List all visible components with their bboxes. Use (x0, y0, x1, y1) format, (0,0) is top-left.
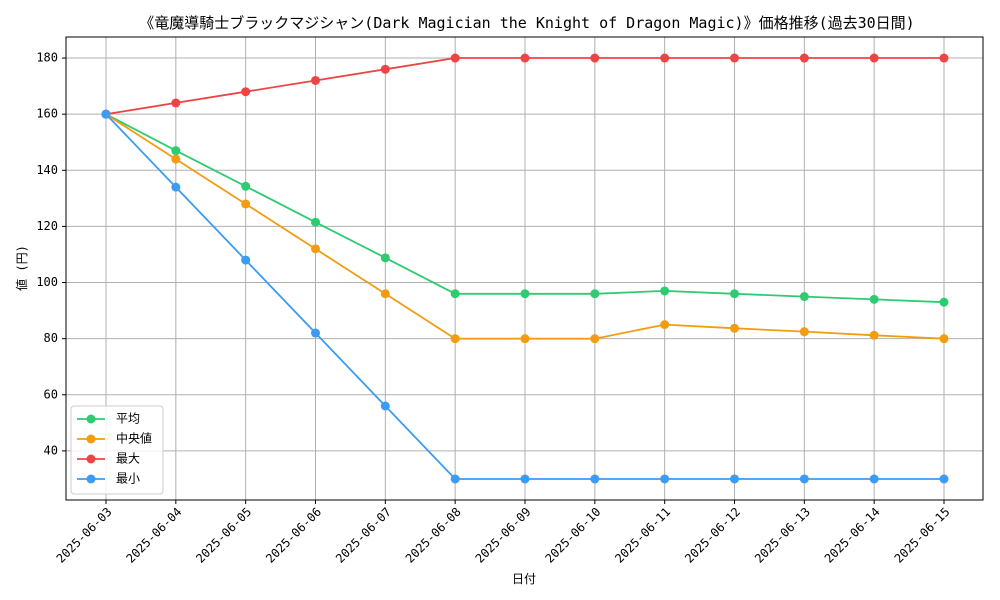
data-point (450, 289, 460, 299)
data-point (101, 109, 111, 119)
legend-swatch-marker (86, 434, 96, 444)
x-tick-label: 2025-06-12 (682, 505, 743, 566)
legend-label: 中央値 (116, 431, 152, 446)
x-tick-label: 2025-06-15 (892, 505, 953, 566)
data-point (799, 292, 809, 302)
legend-label: 平均 (116, 412, 140, 426)
y-tick-label: 160 (36, 107, 58, 121)
data-point (520, 289, 530, 299)
data-point (799, 327, 809, 337)
data-point (311, 244, 320, 254)
data-point (730, 53, 739, 63)
y-tick-label: 40 (44, 443, 58, 457)
data-point (590, 334, 600, 344)
data-point (730, 323, 739, 333)
legend-swatch-marker (86, 414, 96, 424)
x-tick-label: 2025-06-09 (473, 505, 534, 566)
series-lines (101, 53, 949, 484)
y-tick-label: 180 (36, 51, 58, 65)
y-tick-label: 120 (36, 219, 58, 233)
data-point (520, 53, 530, 63)
data-point (660, 286, 670, 296)
data-point (869, 53, 879, 63)
x-tick-label: 2025-06-08 (403, 505, 464, 566)
x-axis-label: 日付 (512, 572, 536, 586)
data-point (520, 334, 530, 344)
data-point (380, 289, 390, 299)
data-point (799, 474, 809, 484)
data-point (590, 289, 600, 299)
legend-item: 平均 (77, 412, 140, 426)
series-中央値 (101, 109, 949, 344)
series-最大 (101, 53, 949, 119)
x-tick-label: 2025-06-10 (542, 505, 603, 566)
data-point (939, 53, 949, 63)
data-point (590, 53, 600, 63)
data-point (241, 199, 251, 209)
y-axis-label: 値 (円) (14, 245, 29, 291)
legend-label: 最小 (116, 472, 140, 486)
legend-label: 最大 (116, 452, 140, 466)
x-tick-label: 2025-06-03 (54, 505, 115, 566)
legend-swatch-marker (86, 454, 96, 464)
legend-item: 中央値 (77, 431, 152, 446)
data-point (660, 320, 670, 330)
x-tick-label: 2025-06-06 (263, 505, 324, 566)
data-point (380, 253, 390, 263)
grid (66, 37, 983, 500)
data-point (939, 474, 949, 484)
data-point (520, 474, 530, 484)
legend-item: 最大 (77, 452, 140, 466)
data-point (869, 330, 879, 340)
x-tick-label: 2025-06-13 (752, 505, 813, 566)
data-point (869, 474, 879, 484)
x-tick-label: 2025-06-05 (193, 505, 254, 566)
data-point (171, 182, 181, 192)
data-point (241, 87, 251, 97)
x-tick-label: 2025-06-11 (612, 505, 673, 566)
data-point (450, 334, 460, 344)
x-tick-label: 2025-06-07 (333, 505, 394, 566)
data-point (799, 53, 809, 63)
x-tick-label: 2025-06-14 (822, 505, 883, 566)
y-tick-label: 100 (36, 275, 58, 289)
data-point (380, 64, 390, 74)
y-tick-label: 60 (44, 387, 58, 401)
data-point (171, 98, 181, 108)
legend-item: 最小 (77, 472, 140, 486)
data-point (241, 255, 251, 265)
data-point (660, 53, 670, 63)
chart-title: 《竜魔導騎士ブラックマジシャン(Dark Magician the Knight… (139, 14, 914, 32)
data-point (171, 146, 181, 156)
data-point (450, 474, 460, 484)
data-point (869, 294, 879, 304)
data-point (171, 154, 181, 164)
data-point (450, 53, 460, 63)
data-point (660, 474, 670, 484)
legend-box (70, 405, 164, 495)
data-point (241, 181, 251, 191)
data-point (380, 401, 390, 411)
data-point (311, 75, 320, 85)
x-tick-label: 2025-06-04 (123, 505, 184, 566)
y-tick-label: 140 (36, 163, 58, 177)
data-point (730, 289, 739, 299)
data-point (311, 328, 320, 338)
x-axis: 2025-06-03 2025-06-04 2025-06-05 2025-06-06… (54, 500, 953, 566)
y-axis: 40 60 80 100 120 140 160 180 (36, 51, 66, 457)
y-tick-label: 80 (44, 331, 58, 345)
data-point (311, 217, 320, 227)
data-point (590, 474, 600, 484)
legend-swatch-marker (86, 474, 96, 484)
data-point (939, 297, 949, 307)
data-point (730, 474, 739, 484)
data-point (939, 334, 949, 344)
series-最小 (101, 109, 949, 484)
